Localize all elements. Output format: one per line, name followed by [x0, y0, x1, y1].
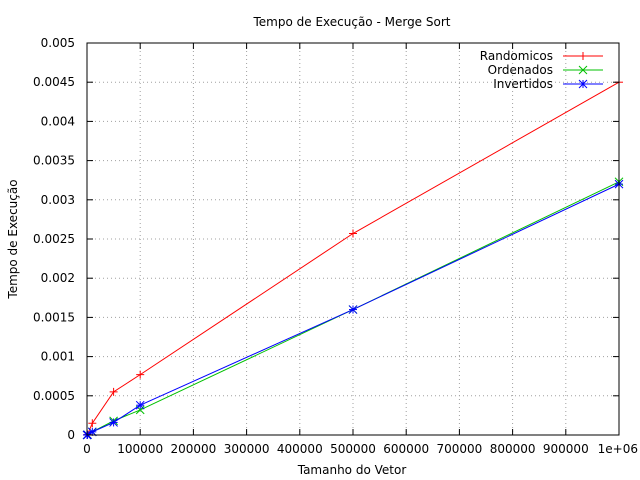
x-axis-label: Tamanho do Vetor	[297, 463, 407, 477]
plot-area	[82, 78, 624, 440]
chart-title: Tempo de Execução - Merge Sort	[253, 15, 451, 29]
y-tick-label: 0.0035	[33, 154, 75, 168]
axis-ticks: 0 0.0005 0.001 0.0015 0.002 0.0025 0.003 0.0035…	[33, 36, 638, 456]
x-tick-label: 500000	[330, 442, 376, 456]
data-point-randomicos	[349, 229, 357, 238]
x-tick-label: 300000	[224, 442, 270, 456]
x-tick-label: 800000	[490, 442, 536, 456]
x-tick-label: 100000	[117, 442, 163, 456]
y-tick-label: 0.0025	[33, 232, 75, 246]
data-point-invertidos	[109, 418, 118, 427]
y-tick-label: 0.002	[41, 271, 75, 285]
data-point-randomicos	[136, 370, 145, 379]
legend-marker-invertidos	[578, 79, 588, 89]
y-tick-label: 0.001	[41, 350, 75, 364]
legend-marker-randomicos	[579, 52, 587, 60]
legend-label-invertidos: Invertidos	[493, 77, 553, 91]
legend-label-ordenados: Ordenados	[488, 63, 553, 77]
x-tick-label: 0	[83, 442, 91, 456]
y-tick-label: 0.005	[41, 36, 75, 50]
x-tick-label: 900000	[543, 442, 589, 456]
y-axis-label: Tempo de Execução	[6, 179, 20, 299]
grid	[87, 43, 619, 435]
x-tick-label: 600000	[383, 442, 429, 456]
data-point-invertidos	[135, 400, 145, 410]
y-tick-label: 0.0015	[33, 310, 75, 324]
data-point-randomicos	[88, 419, 97, 428]
data-point-randomicos	[109, 387, 118, 396]
legend-label-randomicos: Randomicos	[480, 49, 553, 63]
x-tick-label: 700000	[436, 442, 482, 456]
x-tick-label: 1e+06	[598, 442, 638, 456]
y-tick-label: 0	[67, 428, 75, 442]
x-tick-label: 200000	[170, 442, 216, 456]
y-tick-label: 0.0045	[33, 75, 75, 89]
legend-marker-ordenados	[578, 65, 588, 75]
data-point-invertidos	[348, 305, 358, 314]
y-tick-label: 0.004	[41, 114, 75, 128]
y-tick-label: 0.0005	[33, 389, 75, 403]
x-tick-label: 400000	[277, 442, 323, 456]
y-tick-label: 0.003	[41, 193, 75, 207]
